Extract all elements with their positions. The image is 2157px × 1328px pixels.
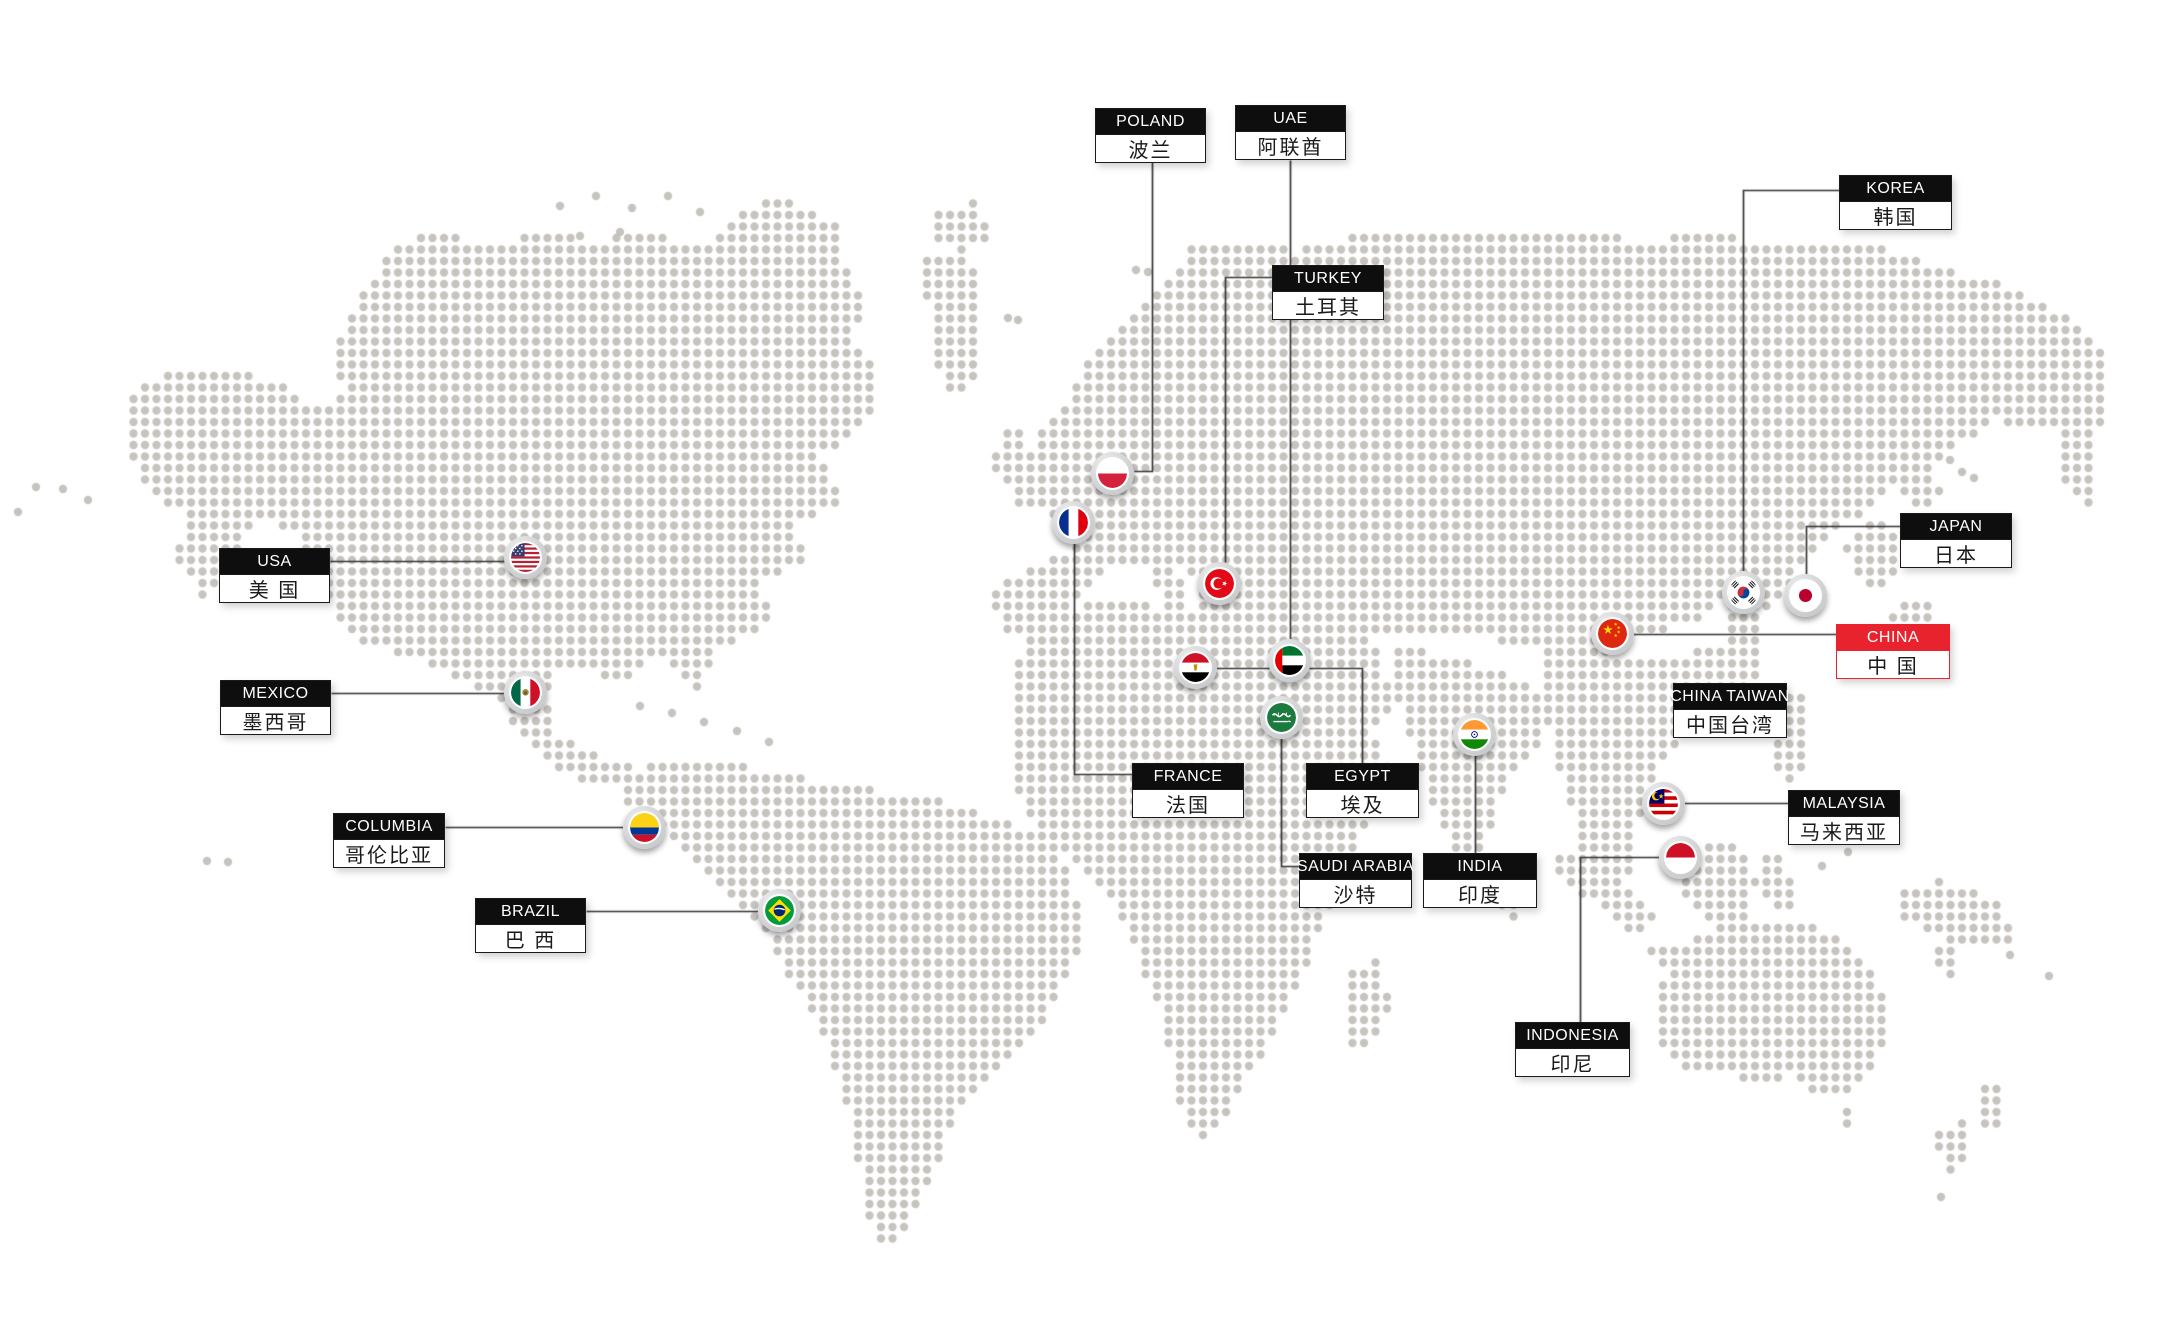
dot-world-map — [0, 0, 2157, 1328]
global-offices-dot-map: USA 美 国 MEXICO 墨西哥 COLUMBIA 哥伦比亚 BRAZIL 巴 西 POLA… — [0, 0, 2157, 1328]
